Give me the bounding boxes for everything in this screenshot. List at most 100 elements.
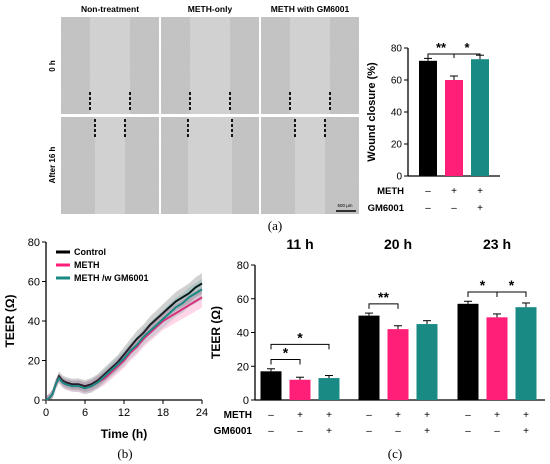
legend-label: METH /w GM6001 <box>74 273 149 283</box>
legend-label: Control <box>74 247 106 257</box>
panel-a-caption: (a) <box>268 218 282 233</box>
series-line <box>45 282 203 401</box>
condition-sign: – <box>451 203 457 214</box>
bar <box>387 329 409 400</box>
y-tick-label: 0 <box>243 395 249 407</box>
y-tick-label: 80 <box>28 237 40 249</box>
x-tick-label: 18 <box>157 407 169 419</box>
condition-sign: – <box>395 426 401 437</box>
bar <box>457 303 479 400</box>
y-tick-label: 40 <box>28 316 40 328</box>
condition-sign: – <box>268 426 274 437</box>
y-tick-label: 60 <box>28 277 40 289</box>
condition-sign: + <box>523 410 529 421</box>
group-title: 20 h <box>384 236 412 252</box>
bar <box>260 371 282 400</box>
x-axis-title: Time (h) <box>101 427 147 441</box>
significance-label: * <box>297 329 303 345</box>
significance-bracket <box>270 343 330 350</box>
series-band <box>46 273 202 400</box>
significance-bracket <box>496 291 527 297</box>
condition-sign: – <box>425 203 431 214</box>
significance-bracket <box>453 53 481 58</box>
condition-sign: + <box>326 410 332 421</box>
significance-bracket <box>368 303 399 309</box>
y-axis-title: TEER (Ω) <box>209 306 223 359</box>
col-header-meth-gm6001: METH with GM6001 <box>271 4 350 14</box>
col-header-meth-only: METH-only <box>188 4 233 14</box>
condition-label: GM6001 <box>368 203 405 214</box>
bar <box>318 378 340 400</box>
bar <box>358 315 380 400</box>
y-tick-label: 20 <box>28 356 40 368</box>
significance-bracket <box>270 359 301 365</box>
condition-sign: – <box>366 426 372 437</box>
condition-label: GM6001 <box>214 426 253 437</box>
condition-sign: + <box>424 426 430 437</box>
bar <box>289 379 311 400</box>
condition-sign: + <box>477 186 483 197</box>
row-label-0h: 0 h <box>48 60 57 72</box>
group-title: 23 h <box>483 236 511 252</box>
condition-label: METH <box>224 410 252 421</box>
x-tick-label: 24 <box>196 407 208 419</box>
x-tick-label: 6 <box>82 407 88 419</box>
scale-bar-label: 500 µm <box>337 203 352 208</box>
condition-sign: + <box>395 410 401 421</box>
bar <box>419 60 437 176</box>
micrograph-panel-a: Non-treatment METH-only METH with GM6001… <box>48 4 359 214</box>
condition-sign: + <box>326 426 332 437</box>
significance-label: ** <box>436 40 447 55</box>
wound-gap-region <box>90 17 130 114</box>
bar <box>445 80 463 176</box>
x-tick-label: 12 <box>118 407 130 419</box>
legend-label: METH <box>74 260 100 270</box>
y-tick-label: 40 <box>391 108 403 119</box>
condition-sign: + <box>297 410 303 421</box>
panel-b-caption: (b) <box>117 446 132 461</box>
condition-sign: – <box>297 426 303 437</box>
series-band <box>46 286 202 400</box>
col-header-non-treatment: Non-treatment <box>81 4 139 14</box>
wound-gap-region <box>295 117 325 214</box>
teer-time-course-chart: 0 20 40 60 80 0 6 12 18 24 Time (h) TEER (Ω) Control… <box>3 237 208 441</box>
y-tick-label: 80 <box>391 44 403 55</box>
wound-gap-region <box>290 17 330 114</box>
condition-sign: + <box>477 203 483 214</box>
wound-gap-region <box>95 117 125 214</box>
significance-label: * <box>283 345 289 361</box>
panel-c-caption: (c) <box>388 446 402 461</box>
wound-gap-region <box>188 117 232 214</box>
micrograph-grid <box>61 17 359 214</box>
condition-sign: + <box>424 410 430 421</box>
condition-sign: + <box>451 186 457 197</box>
y-tick-label: 60 <box>391 76 403 87</box>
y-tick-label: 60 <box>237 294 249 306</box>
condition-sign: + <box>494 410 500 421</box>
bar <box>416 324 438 400</box>
group-title: 11 h <box>286 236 313 252</box>
condition-sign: – <box>494 426 500 437</box>
teer-timepoint-chart: 0 20 40 60 80 TEER (Ω) 11 h – + + – – +20 h – + + – – +23 … <box>209 236 545 437</box>
significance-label: * <box>480 277 486 293</box>
series-line <box>45 288 203 401</box>
y-tick-label: 80 <box>237 260 249 272</box>
condition-sign: + <box>523 426 529 437</box>
y-axis-title: TEER (Ω) <box>3 295 17 348</box>
y-tick-label: 40 <box>237 328 249 340</box>
bar <box>471 59 489 177</box>
series-band <box>46 279 202 400</box>
y-tick-label: 20 <box>391 140 403 151</box>
y-tick-label: 0 <box>396 172 402 183</box>
significance-label: ** <box>378 289 389 305</box>
condition-sign: – <box>366 410 372 421</box>
condition-sign: – <box>425 186 431 197</box>
bar <box>486 317 508 400</box>
significance-label: * <box>464 40 470 55</box>
wound-gap-region <box>190 17 230 114</box>
condition-label: METH <box>377 186 404 197</box>
condition-sign: – <box>465 426 471 437</box>
bar <box>515 307 537 400</box>
row-label-16h: After 16 h <box>48 146 57 183</box>
